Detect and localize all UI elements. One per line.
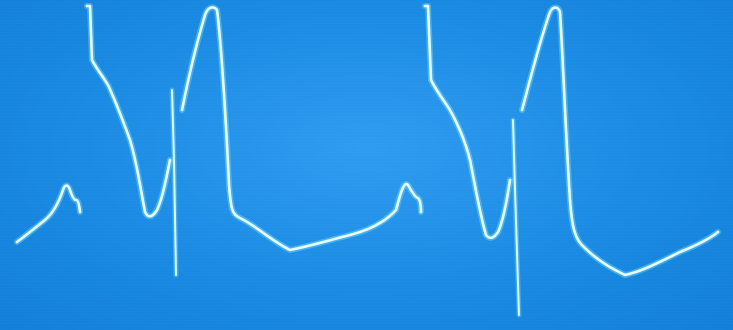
waveform-trace-core [17,6,718,275]
waveform-trace-cycle-1 [17,6,718,275]
